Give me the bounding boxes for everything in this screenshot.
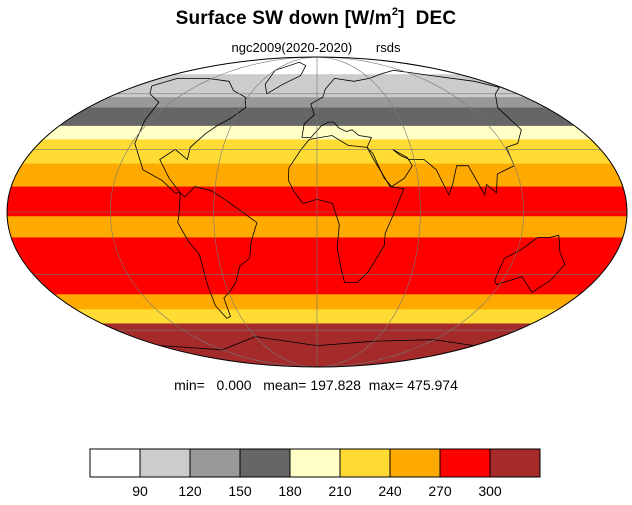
- subtitle-run: ngc2009(2020-2020): [231, 40, 353, 55]
- colorbar-box: [339, 448, 391, 478]
- meridian-line: [109, 57, 318, 367]
- coastline-greenland: [264, 61, 307, 95]
- coastline-eurasia: [301, 69, 522, 197]
- colorbar-tick-label: 210: [328, 483, 352, 499]
- title-superscript: 2: [391, 6, 399, 18]
- stat-min-label: min=: [174, 377, 205, 393]
- map-subtitle: ngc2009(2020-2020) rsds: [0, 40, 632, 55]
- colorbar-tick-label: 240: [378, 483, 402, 499]
- title-text: Surface SW down [W/m: [175, 8, 392, 29]
- colorbar-box: [439, 448, 491, 478]
- colorbar-box: [189, 448, 241, 478]
- title-bracket: ]: [398, 8, 405, 29]
- subtitle-variable: rsds: [375, 40, 401, 55]
- meridian-line: [316, 57, 421, 367]
- coastline-south-america: [177, 186, 258, 319]
- coastline-north-america: [134, 78, 247, 194]
- colorbar-boxes: [89, 448, 541, 478]
- stat-max: 475.974: [407, 377, 458, 393]
- map-outline: [6, 56, 628, 368]
- colorbar-tick-label: 90: [132, 483, 148, 499]
- statistics-line: min= 0.000 mean= 197.828 max= 475.974: [0, 377, 632, 393]
- colorbar-box: [289, 448, 341, 478]
- colorbar-box: [389, 448, 441, 478]
- stat-max-label: max=: [368, 377, 404, 393]
- colorbar-tick-label: 120: [178, 483, 202, 499]
- colorbar-labels: 90 120 150 180 210 240 270 300: [132, 483, 502, 499]
- colorbar-tick-label: 270: [428, 483, 452, 499]
- graticule: [7, 57, 627, 367]
- map-title: Surface SW down [W/m2] DEC: [0, 6, 632, 30]
- title-month: DEC: [415, 8, 457, 29]
- stat-mean: 197.828: [310, 377, 361, 393]
- meridian-line: [316, 57, 525, 367]
- meridian-line: [213, 57, 318, 367]
- colorbar-tick-label: 150: [228, 483, 252, 499]
- colorbar-box: [239, 448, 291, 478]
- colorbar-box: [489, 448, 541, 478]
- colorbar-box: [139, 448, 191, 478]
- stat-mean-label: mean=: [263, 377, 307, 393]
- stat-min: 0.000: [216, 377, 252, 393]
- colorbar-box: [89, 448, 141, 478]
- colorbar-tick-label: 300: [478, 483, 502, 499]
- colorbar-tick-label: 180: [278, 483, 302, 499]
